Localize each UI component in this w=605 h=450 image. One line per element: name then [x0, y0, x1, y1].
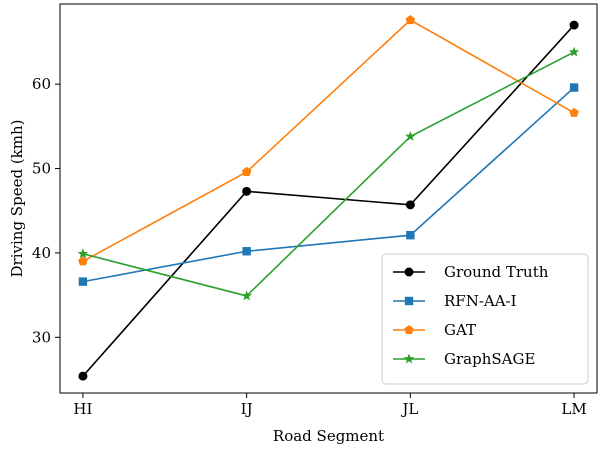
legend: Ground Truth RFN-AA-I GAT GraphSAGE — [381, 253, 589, 385]
series-rfn-aa-i — [78, 83, 579, 286]
data-point-graphsage-ij — [241, 290, 252, 301]
y-axis-title: Driving Speed (kmh) — [8, 120, 26, 278]
data-point-graphsage-hi — [77, 248, 89, 259]
y-tick-label-50: 50 — [32, 160, 51, 178]
data-point-ground-truth-hi — [78, 371, 88, 381]
series-line-ground-truth — [82, 24, 575, 377]
y-tick-label-60: 60 — [32, 75, 51, 93]
axes: HI IJ JL LM 30 40 50 60 — [32, 3, 598, 418]
legend-marker-ground-truth — [404, 267, 414, 277]
legend-box — [381, 253, 589, 385]
data-point-gat-jl — [405, 15, 416, 25]
legend-label-rfn-aa-i: RFN-AA-I — [444, 292, 517, 310]
data-point-rfn-aa-i-lm — [569, 83, 579, 92]
data-point-rfn-aa-i-hi — [78, 277, 88, 286]
x-tick-label-jl: JL — [400, 400, 418, 418]
data-point-graphsage-lm — [568, 46, 580, 57]
data-point-gat-ij — [241, 166, 252, 176]
legend-label-gat: GAT — [444, 321, 476, 339]
legend-marker-rfn-aa-i — [404, 296, 414, 306]
data-point-rfn-aa-i-jl — [406, 231, 415, 240]
series-ground-truth — [78, 20, 579, 381]
series-graphsage — [77, 46, 580, 301]
series-gat — [78, 15, 579, 266]
legend-marker-gat — [404, 325, 414, 335]
y-tick-label-40: 40 — [32, 244, 51, 262]
x-axis-title: Road Segment — [273, 427, 384, 445]
data-point-ground-truth-lm — [569, 20, 579, 30]
plot-area — [77, 15, 580, 381]
series-line-rfn-aa-i — [82, 86, 575, 283]
legend-marker-graphsage — [403, 353, 415, 364]
legend-label-graphsage: GraphSAGE — [444, 350, 535, 368]
x-tick-label-lm: LM — [561, 400, 586, 418]
y-tick-label-30: 30 — [32, 328, 51, 346]
x-tick-label-hi: HI — [73, 400, 92, 418]
x-tick-label-ij: IJ — [241, 400, 253, 418]
series-line-gat — [82, 19, 575, 263]
series-line-graphsage — [82, 51, 575, 297]
plot-frame — [59, 3, 598, 394]
data-point-rfn-aa-i-ij — [242, 247, 251, 256]
data-point-ground-truth-ij — [242, 186, 252, 196]
data-point-gat-lm — [569, 107, 579, 117]
legend-label-ground-truth: Ground Truth — [444, 263, 549, 281]
data-point-graphsage-jl — [405, 130, 416, 141]
data-point-gat-hi — [78, 256, 88, 266]
data-point-ground-truth-jl — [405, 200, 415, 210]
